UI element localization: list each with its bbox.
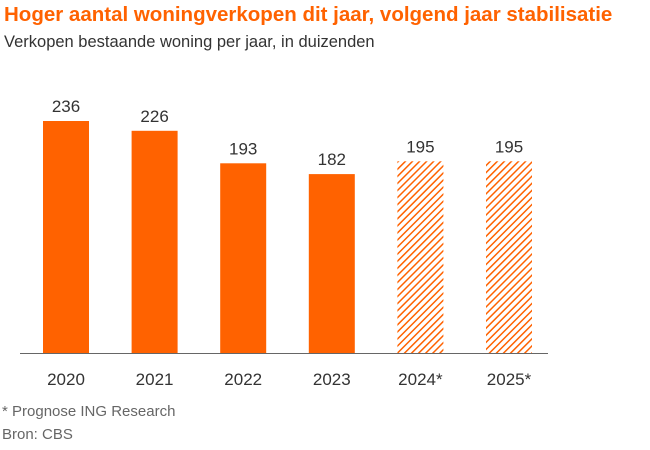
- data-label: 195: [495, 137, 523, 156]
- bar-2022: [220, 163, 267, 353]
- x-tick-label: 2020: [47, 370, 85, 389]
- chart-subtitle: Verkopen bestaande woning per jaar, in d…: [4, 33, 375, 51]
- bar-chart: 236 2020 226 2021 193 2022 182 2023 195 2024* 195 2…: [20, 97, 548, 389]
- data-label: 193: [229, 139, 257, 158]
- data-label: 226: [140, 107, 168, 126]
- chart-title: Hoger aantal woningverkopen dit jaar, vo…: [4, 3, 613, 26]
- x-tick-label: 2024*: [398, 370, 443, 389]
- data-label: 195: [406, 137, 434, 156]
- bar-2025-forecast: [486, 161, 532, 353]
- bar-2021: [131, 130, 178, 353]
- x-tick-label: 2022: [224, 370, 262, 389]
- bar-2024-forecast: [397, 161, 444, 353]
- x-tick-label: 2021: [136, 370, 174, 389]
- source-footnote: Bron: CBS: [2, 426, 73, 443]
- x-tick-label: 2023: [313, 370, 351, 389]
- x-tick-label: 2025*: [487, 370, 532, 389]
- data-label: 236: [52, 97, 80, 116]
- forecast-footnote: * Prognose ING Research: [2, 403, 176, 420]
- bar-2020: [43, 121, 89, 353]
- bar-2023: [308, 174, 355, 353]
- data-label: 182: [318, 150, 346, 169]
